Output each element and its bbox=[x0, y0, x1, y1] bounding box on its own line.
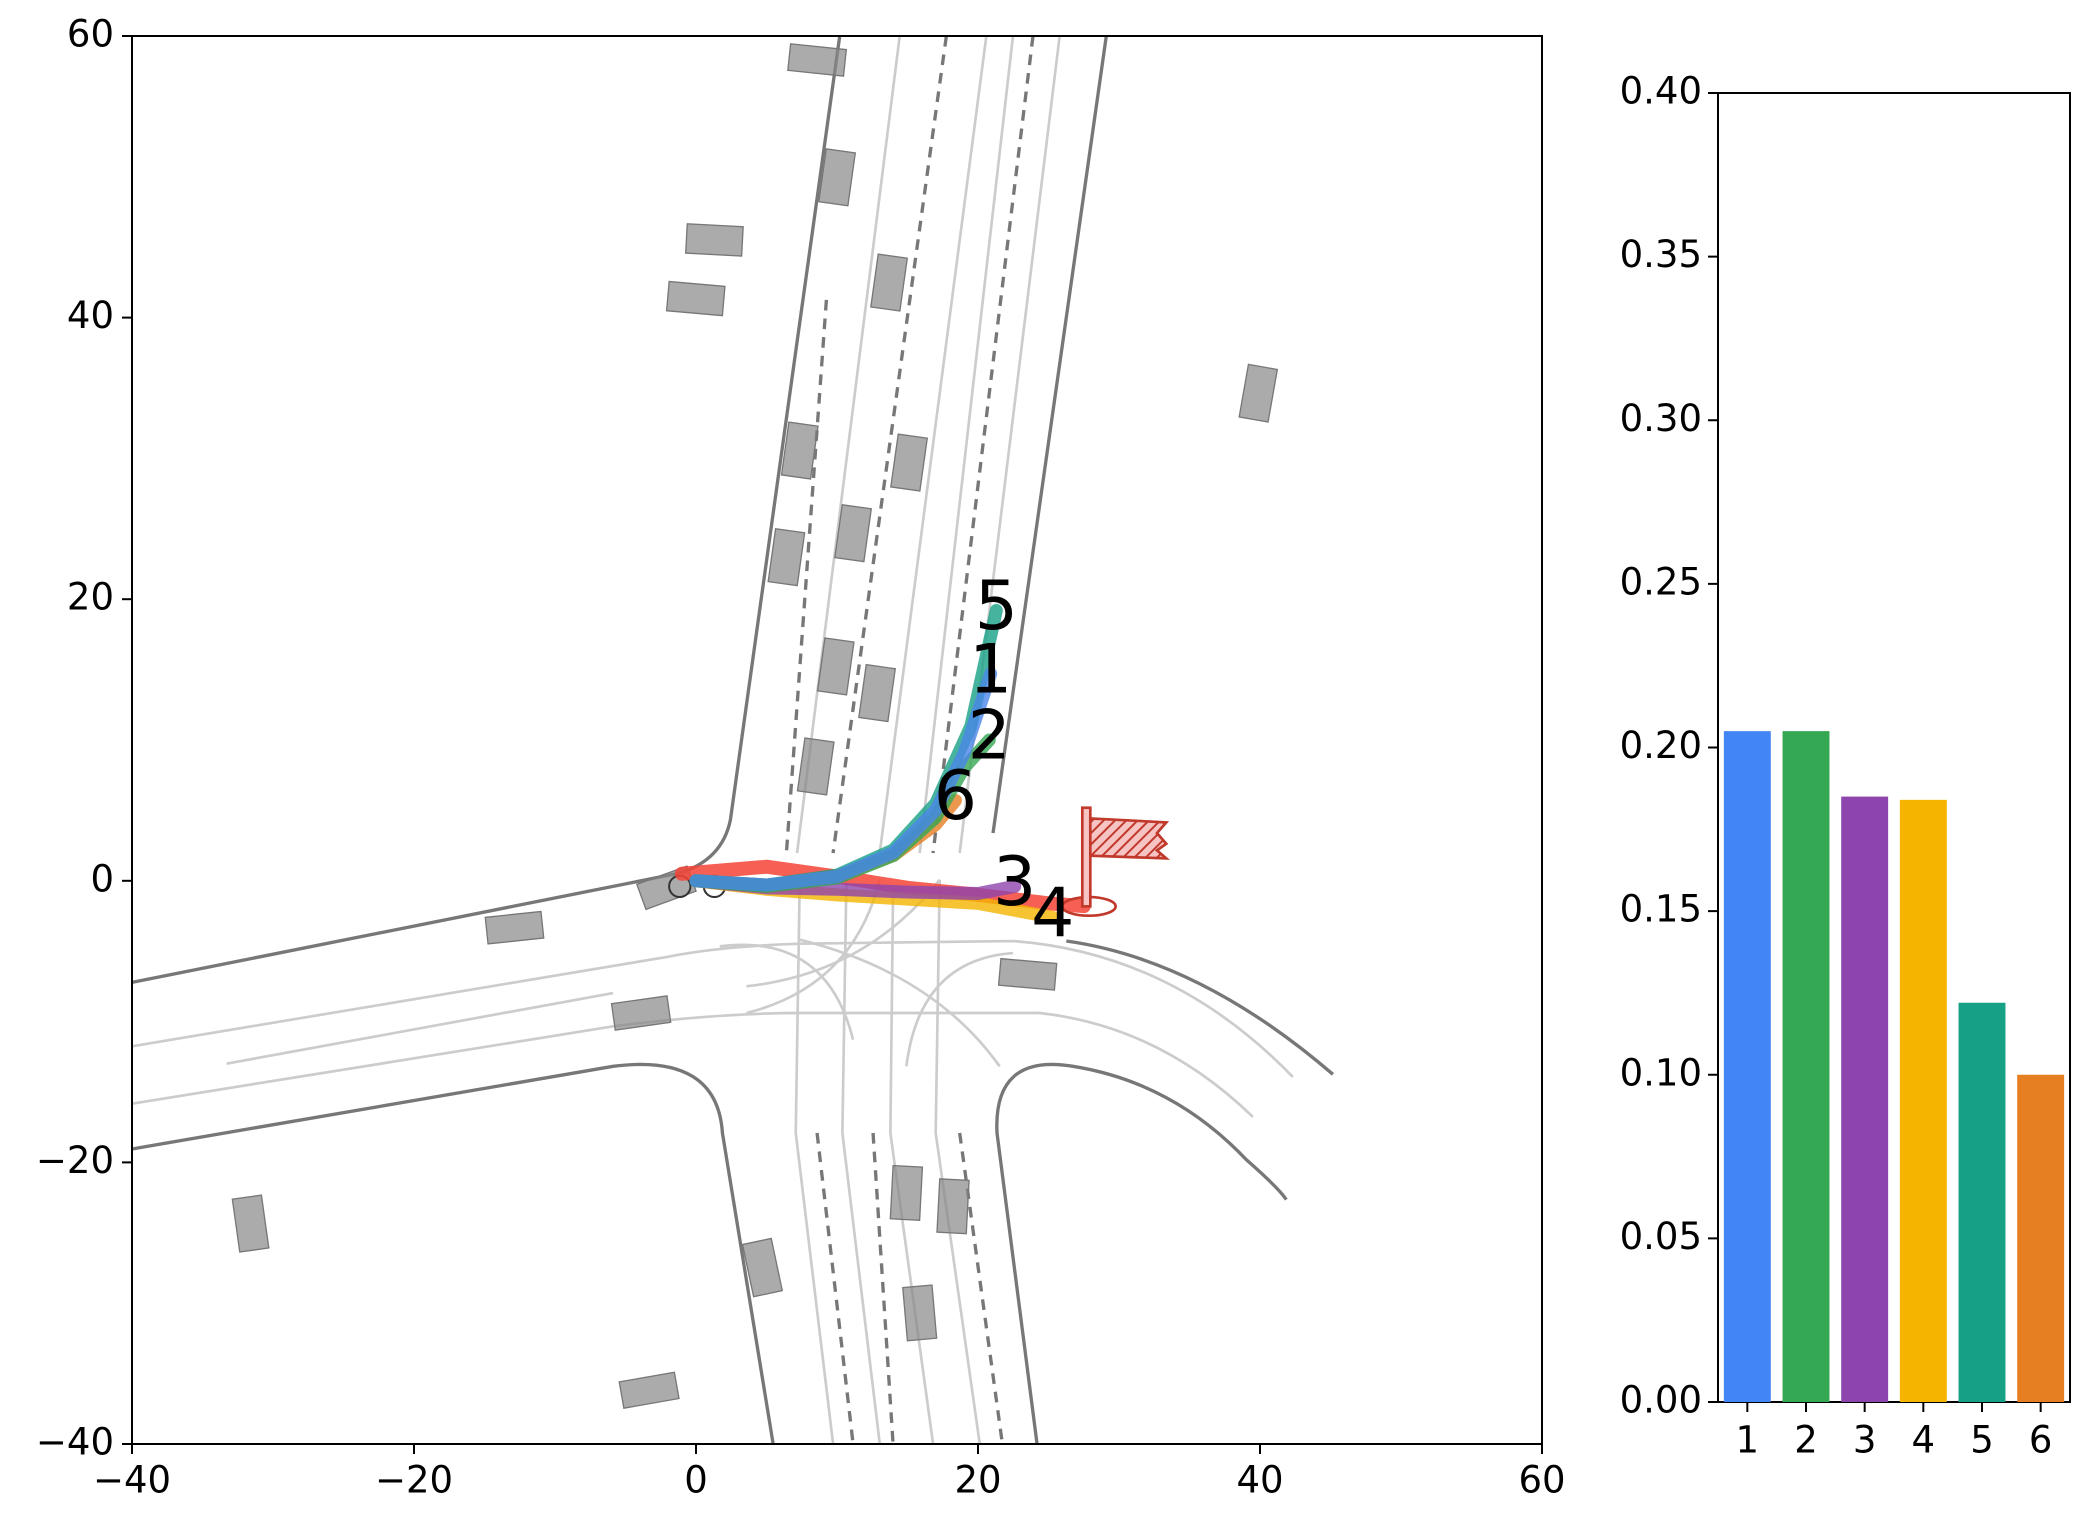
x-tick-label: 5 bbox=[1970, 1419, 1994, 1462]
x-tick-label: 1 bbox=[1736, 1419, 1760, 1462]
bar bbox=[2017, 1074, 2065, 1402]
map-frame bbox=[131, 35, 1543, 1445]
vehicles bbox=[231, 43, 1279, 1409]
x-tick-label: 4 bbox=[1912, 1419, 1936, 1462]
x-tick-label: 40 bbox=[1236, 1459, 1283, 1502]
y-tick-label: 0.30 bbox=[1620, 397, 1702, 440]
bar bbox=[1723, 731, 1771, 1402]
y-tick-label: 0.15 bbox=[1620, 888, 1702, 931]
x-tick-label: 6 bbox=[2029, 1419, 2053, 1462]
goal-flag bbox=[1060, 806, 1171, 918]
x-tick-label: 60 bbox=[1518, 1459, 1565, 1502]
y-tick-label: 0.10 bbox=[1620, 1051, 1702, 1094]
bar bbox=[1899, 799, 1947, 1402]
y-tick-label: 0 bbox=[90, 857, 114, 900]
x-tick-label: 0 bbox=[684, 1459, 708, 1502]
trajectory-label: 6 bbox=[934, 757, 977, 836]
trajectory-label: 2 bbox=[968, 697, 1011, 776]
y-tick-label: 20 bbox=[67, 576, 114, 619]
bar bbox=[1841, 796, 1889, 1402]
x-tick-label: −40 bbox=[93, 1459, 171, 1502]
x-tick-label: 20 bbox=[954, 1459, 1001, 1502]
road-map bbox=[131, 35, 1334, 1444]
trajectory-label: 5 bbox=[975, 567, 1018, 646]
y-tick-label: 0.40 bbox=[1620, 70, 1702, 113]
trajectory bbox=[689, 667, 998, 892]
trajectory-layer bbox=[674, 603, 1091, 924]
y-tick-label: 0.25 bbox=[1620, 560, 1702, 603]
bar bbox=[1782, 731, 1830, 1402]
y-tick-label: 60 bbox=[67, 13, 114, 56]
y-tick-label: −20 bbox=[36, 1139, 114, 1182]
trajectory-label: 1 bbox=[969, 630, 1012, 709]
x-tick-label: 2 bbox=[1794, 1419, 1818, 1462]
trajectory-label: 4 bbox=[1031, 874, 1074, 953]
trajectory-label: 3 bbox=[993, 843, 1036, 922]
y-tick-label: 0.05 bbox=[1620, 1215, 1702, 1258]
bar bbox=[1958, 1002, 2006, 1402]
x-tick-label: −20 bbox=[375, 1459, 453, 1502]
y-tick-label: −40 bbox=[36, 1421, 114, 1464]
y-tick-label: 40 bbox=[67, 294, 114, 337]
y-tick-label: 0.20 bbox=[1620, 724, 1702, 767]
y-tick-label: 0.00 bbox=[1620, 1379, 1702, 1422]
x-tick-label: 3 bbox=[1853, 1419, 1877, 1462]
y-tick-label: 0.35 bbox=[1620, 233, 1702, 276]
